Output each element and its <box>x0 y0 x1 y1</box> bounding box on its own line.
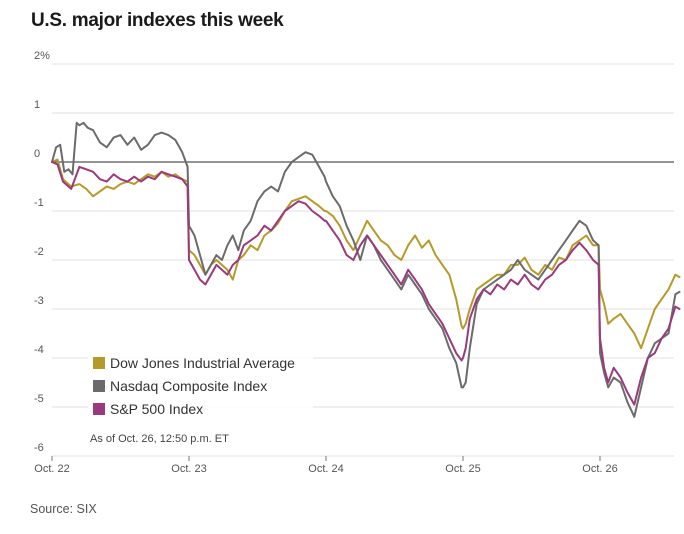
y-tick-label: 2% <box>34 50 50 62</box>
y-tick-label: -6 <box>34 442 44 454</box>
y-tick-label: -2 <box>34 246 44 258</box>
legend-swatch-dow <box>93 357 105 369</box>
series-line-nasdaq <box>51 121 681 418</box>
y-axis-ticks: 2% 1 0 -1 -2 -3 -4 -5 -6 <box>34 50 50 454</box>
series-line-sp500 <box>51 161 681 406</box>
y-tick-label: -4 <box>34 344 44 356</box>
legend-swatch-nasdaq <box>93 380 105 392</box>
y-tick-label: -3 <box>34 295 44 307</box>
series-line-dow <box>51 158 681 350</box>
y-tick-label: -1 <box>34 197 44 209</box>
y-tick-label: 0 <box>34 148 40 160</box>
x-tick-label: Oct. 23 <box>171 463 206 475</box>
x-tick-label: Oct. 25 <box>445 463 480 475</box>
y-tick-label: -5 <box>34 393 44 405</box>
chart-title: U.S. major indexes this week <box>31 10 284 31</box>
legend: Dow Jones Industrial Average Nasdaq Compo… <box>93 355 295 417</box>
legend-label-sp500: S&P 500 Index <box>110 401 203 417</box>
y-tick-label: 1 <box>34 99 40 111</box>
x-tick-label: Oct. 22 <box>34 463 69 475</box>
as-of-note: As of Oct. 26, 12:50 p.m. ET <box>90 433 229 445</box>
gridlines <box>52 63 674 457</box>
x-axis-ticks: Oct. 22 Oct. 23 Oct. 24 Oct. 25 Oct. 26 <box>34 456 618 475</box>
source-note: Source: SIX <box>30 502 97 516</box>
legend-swatch-sp500 <box>93 403 105 415</box>
x-tick-label: Oct. 26 <box>582 463 617 475</box>
x-tick-label: Oct. 24 <box>308 463 343 475</box>
series-lines <box>51 121 681 418</box>
legend-label-nasdaq: Nasdaq Composite Index <box>110 378 267 394</box>
legend-backdrop <box>88 350 313 449</box>
legend-label-dow: Dow Jones Industrial Average <box>110 355 295 371</box>
